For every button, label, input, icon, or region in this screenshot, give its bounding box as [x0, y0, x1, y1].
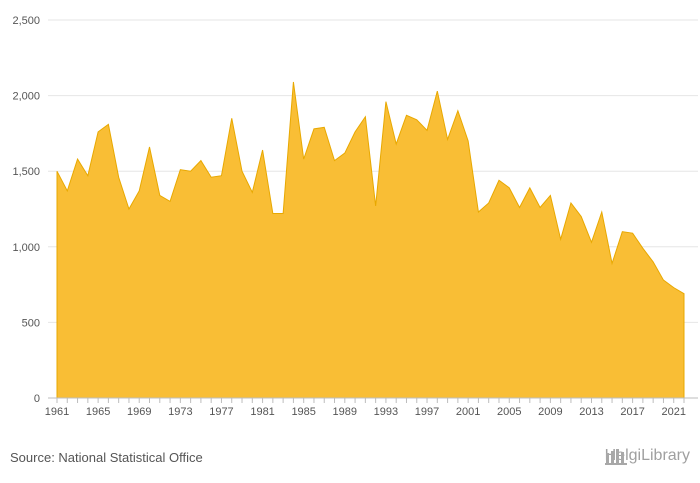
x-tick-label: 2013: [579, 406, 603, 418]
x-tick-label: 1981: [250, 406, 274, 418]
chart-svg: 0 500 1,000 1,500 2,000 2,500 1961 1965 1969 1973…: [12, 15, 698, 418]
x-tick-label: 1961: [45, 406, 69, 418]
x-tick-label: 1985: [291, 406, 315, 418]
x-tick-label: 2001: [456, 406, 480, 418]
source-note: Source: National Statistical Office: [10, 450, 203, 465]
x-tick-label: 2021: [661, 406, 685, 418]
y-tick-label: 1,500: [12, 166, 40, 178]
area-series: [56, 81, 685, 399]
x-tick-label: 1989: [333, 406, 357, 418]
y-tick-label: 2,500: [12, 15, 40, 27]
y-tick-label: 1,000: [12, 242, 40, 254]
x-tick-label: 1977: [209, 406, 233, 418]
y-tick-label: 0: [34, 393, 40, 405]
x-tick-label: 1993: [374, 406, 398, 418]
y-tick-label: 2,000: [12, 91, 40, 103]
x-tick-label: 2017: [620, 406, 644, 418]
x-tick-label: 2005: [497, 406, 521, 418]
x-tick-label: 1969: [127, 406, 151, 418]
x-tick-label: 1965: [86, 406, 110, 418]
x-tick-label: 1997: [415, 406, 439, 418]
library-logo-icon: [604, 449, 627, 465]
x-tick-label: 1973: [168, 406, 192, 418]
y-tick-label: 500: [22, 317, 40, 329]
x-tick-label: 2009: [538, 406, 562, 418]
logo-text: HelgiLibrary: [604, 447, 690, 464]
helgi-library-logo: HelgiLibrary: [604, 447, 690, 465]
